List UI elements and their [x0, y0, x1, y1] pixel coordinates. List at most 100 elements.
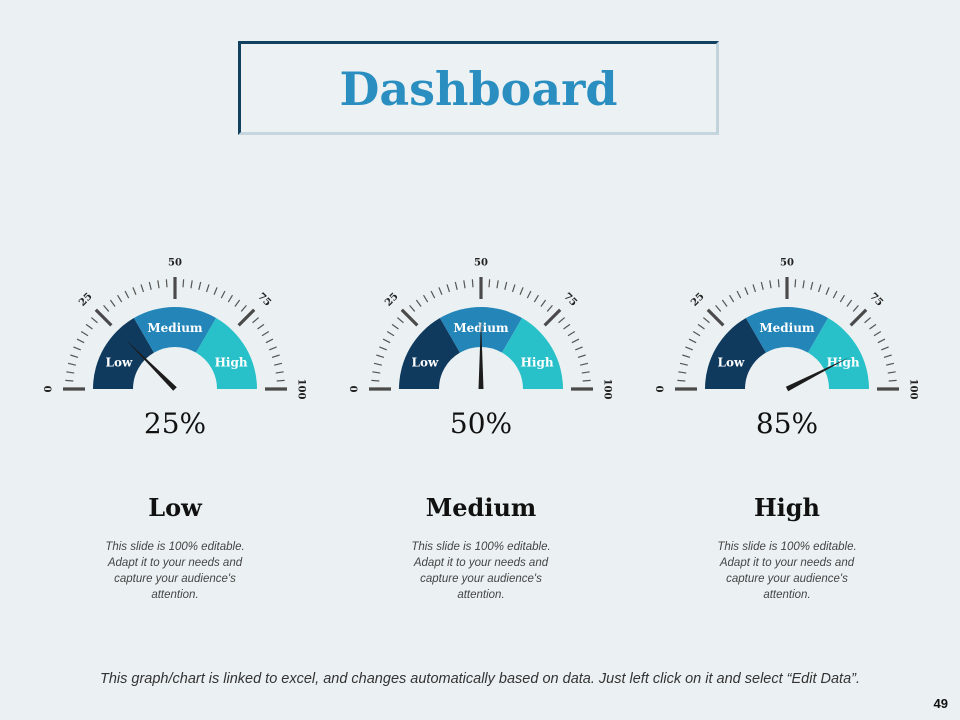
gauge-2-minor-tick — [580, 362, 589, 366]
gauge-2-value: 50% — [449, 407, 513, 440]
gauge-3-minor-tick — [881, 346, 889, 351]
gauge-1-minor-tick — [165, 279, 168, 288]
gauge-1-minor-tick — [205, 284, 210, 293]
gauge-1-minor-tick — [240, 304, 247, 312]
gauge-3-zone-low — [705, 318, 766, 389]
gauge-3-minor-tick — [679, 362, 688, 366]
gauge-2-level-title: Medium — [425, 493, 537, 522]
page-title: Dashboard — [339, 62, 618, 116]
gauge-1-minor-tick — [73, 346, 81, 351]
gauge-1-zone-low — [92, 318, 154, 389]
gauge-2-minor-tick — [372, 371, 381, 374]
gauge-2-minor-tick — [581, 371, 590, 374]
gauge-3-minor-tick — [685, 346, 693, 351]
gauge-1-minor-tick — [271, 354, 280, 359]
gauge-2-minor-tick — [533, 294, 539, 303]
gauge-3-minor-tick — [794, 279, 797, 288]
gauge-1-tick-label: 75 — [255, 291, 273, 309]
gauge-2-tick-label: 50 — [474, 258, 488, 269]
gauge-1-needle — [125, 339, 177, 391]
gauge-2-needle — [478, 319, 484, 389]
gauge-1-minor-tick — [265, 338, 274, 344]
gauge-2-minor-tick — [471, 279, 474, 288]
gauge-3-minor-tick — [802, 280, 805, 289]
gauge-1-minor-tick — [275, 371, 284, 374]
gauge-3-minor-tick — [729, 294, 735, 303]
gauge-3-minor-tick — [886, 362, 895, 366]
gauge-2-minor-tick — [415, 299, 422, 307]
gauge-3-minor-tick — [777, 279, 780, 288]
gauge-3-zone-label-high: High — [827, 356, 860, 370]
gauge-2-minor-tick — [504, 281, 508, 290]
gauge-1-major-tick — [94, 308, 113, 327]
gauge-2-minor-tick — [391, 323, 399, 330]
gauge-3-zone-label-medium: Medium — [759, 321, 815, 335]
gauge-2-zone-label-low: Low — [412, 356, 439, 370]
footer-note: This graph/chart is linked to excel, and… — [99, 671, 861, 687]
title-box: Dashboard — [238, 41, 719, 135]
gauge-1-minor-tick — [132, 287, 137, 295]
gauge-3-minor-tick — [677, 379, 686, 382]
gauges-chart: Low Medium High 0 25 50 75 100 Low Medium High 0 25 5… — [44, 258, 919, 400]
gauge-3-minor-tick — [869, 323, 877, 330]
gauge-1-minor-tick — [227, 294, 233, 303]
gauge-2-description: This slide is 100% editable. Adapt it to… — [411, 541, 551, 601]
gauge-3-tick-label: 25 — [689, 291, 707, 309]
gauge-1-minor-tick — [148, 281, 152, 290]
gauge-2-minor-tick — [567, 331, 576, 337]
gauge-1-zone-medium — [133, 306, 217, 353]
gauge-1-minor-tick — [103, 304, 110, 312]
gauge-2-minor-tick — [371, 379, 380, 382]
gauge-3-zone-high — [808, 318, 869, 389]
gauge-3-needle — [785, 357, 850, 392]
gauge-2-minor-tick — [463, 280, 466, 289]
gauge-3-tick-label: 50 — [780, 258, 794, 269]
gauge-3-tick-label: 0 — [656, 385, 667, 392]
gauge-2-minor-tick — [396, 317, 404, 324]
gauge-3-major-tick — [849, 308, 868, 327]
gauge-1-minor-tick — [117, 294, 123, 303]
gauge-2-minor-tick — [379, 346, 387, 351]
gauge-2-minor-tick — [540, 299, 547, 307]
gauge-1-zone-label-high: High — [215, 356, 248, 370]
gauge-3-minor-tick — [887, 371, 896, 374]
gauge-2-minor-tick — [386, 331, 395, 337]
gauge-1-minor-tick — [190, 280, 193, 289]
gauge-3-minor-tick — [810, 281, 814, 290]
gauge-2-minor-tick — [438, 287, 443, 295]
gauge-1-zone-label-medium: Medium — [147, 321, 203, 335]
gauge-2-minor-tick — [446, 284, 451, 293]
gauge-2-tick-label: 0 — [350, 385, 361, 392]
gauge-3-major-tick — [706, 308, 725, 327]
gauge-3-minor-tick — [877, 338, 886, 344]
gauge-1-minor-tick — [67, 362, 76, 366]
gauge-1-minor-tick — [157, 280, 160, 289]
gauge-3-minor-tick — [692, 331, 701, 337]
gauge-3-zone-medium — [745, 307, 829, 353]
gauge-3-minor-tick — [883, 354, 892, 359]
gauge-2-minor-tick — [571, 338, 580, 344]
gauge-2-tick-label: 25 — [383, 291, 401, 309]
gauge-1-minor-tick — [90, 317, 98, 324]
gauge-3-minor-tick — [744, 287, 749, 295]
gauge-1-minor-tick — [65, 379, 74, 382]
gauge-3-zone-label-low: Low — [718, 356, 745, 370]
gauge-1-minor-tick — [182, 279, 185, 288]
gauge-3-minor-tick — [888, 379, 897, 382]
gauge-2-minor-tick — [373, 362, 382, 366]
gauge-2-minor-tick — [409, 304, 416, 312]
gauge-2-tick-label: 75 — [561, 291, 579, 309]
gauge-3-minor-tick — [817, 284, 822, 293]
gauge-1-major-tick — [237, 308, 256, 327]
gauge-3-minor-tick — [852, 304, 859, 312]
gauge-3-minor-tick — [688, 338, 697, 344]
gauge-2-zone-low — [399, 318, 460, 389]
gauge-3-minor-tick — [832, 290, 838, 299]
gauge-2-major-tick — [543, 308, 562, 327]
gauge-3-minor-tick — [715, 304, 722, 312]
gauge-1-zone-label-low: Low — [106, 356, 133, 370]
gauge-1-minor-tick — [261, 331, 270, 337]
gauge-1-description: This slide is 100% editable. Adapt it to… — [105, 541, 245, 601]
gauge-1-value: 25% — [143, 407, 207, 440]
gauge-3-minor-tick — [752, 284, 757, 293]
